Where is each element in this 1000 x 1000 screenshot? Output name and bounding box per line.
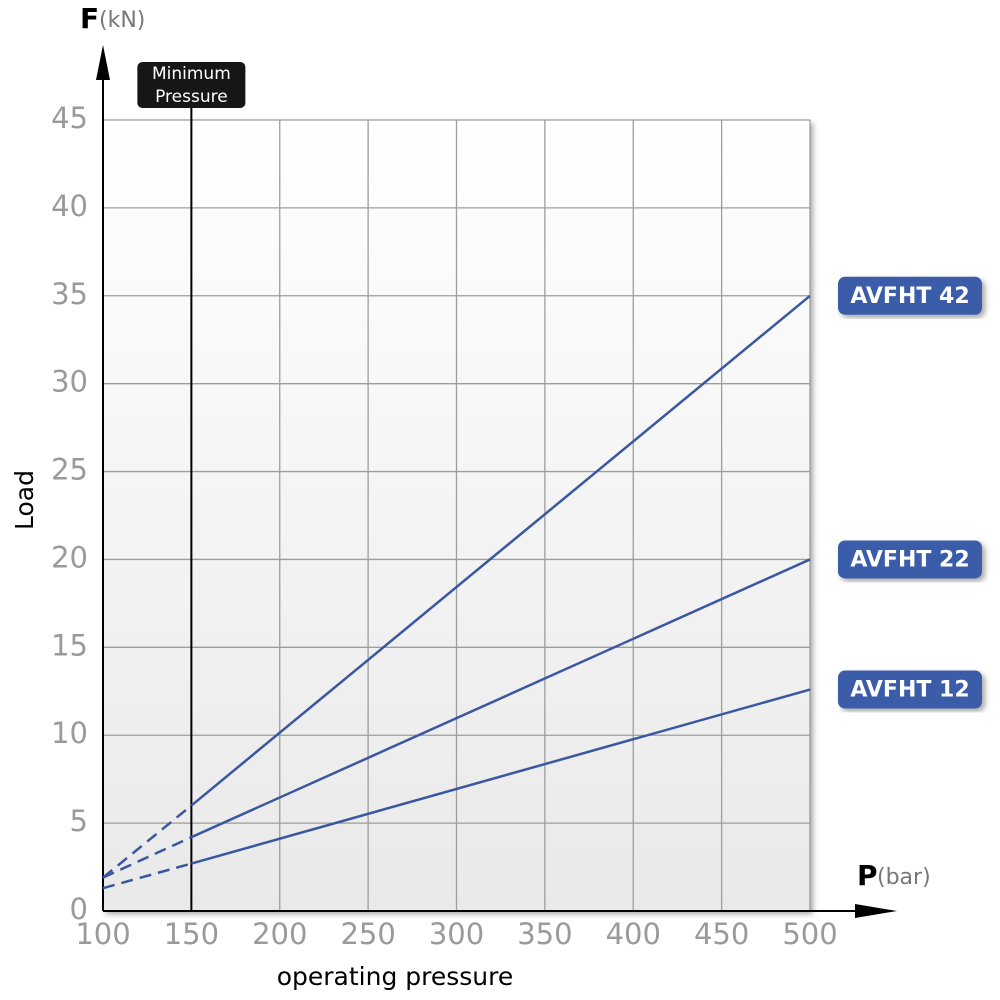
y-tick-label: 5: [70, 804, 88, 838]
legend-box: [838, 670, 982, 709]
legend-label: AVFHT 42: [850, 284, 969, 309]
x-tick-label: 400: [606, 917, 661, 951]
legend-box: [838, 276, 982, 315]
x-tick-label: 300: [429, 917, 484, 951]
line: [190, 294, 811, 807]
y-tick-label: 30: [51, 365, 88, 399]
line: [191, 688, 811, 865]
x-tick-label: 250: [340, 917, 395, 951]
legend-label: AVFHT 22: [850, 547, 969, 572]
x-axis-title: operating pressure: [277, 962, 514, 991]
y-tick-label: 0: [70, 892, 88, 926]
x-tick-label: 150: [164, 917, 219, 951]
y-arrow: [96, 45, 110, 80]
x-arrow: [855, 904, 897, 918]
x-unit: (bar): [877, 865, 931, 890]
y-tick-label: 20: [51, 540, 88, 574]
x-tick-label: 500: [782, 917, 837, 951]
annotation-text: Pressure: [155, 87, 228, 107]
x-tick-label: 100: [75, 917, 130, 951]
annotation-box: [137, 62, 246, 108]
legend-box: [838, 540, 982, 579]
line: [190, 558, 811, 839]
annotation-text: Minimum: [152, 64, 231, 84]
y-symbol: F: [80, 2, 99, 35]
y-tick-label: 10: [51, 716, 88, 750]
x-symbol: P: [857, 859, 878, 892]
line-dashed: [102, 862, 192, 890]
y-tick-label: 15: [51, 628, 88, 662]
y-tick-label: 45: [51, 101, 88, 135]
x-tick-label: 350: [517, 917, 572, 951]
line-dashed: [102, 804, 193, 879]
legend-label: AVFHT 12: [850, 678, 969, 703]
y-axis-title: Load: [10, 470, 39, 530]
x-tick-label: 200: [252, 917, 307, 951]
y-tick-label: 25: [51, 453, 88, 487]
y-tick-label: 35: [51, 277, 88, 311]
line-dashed: [102, 836, 192, 879]
y-tick-label: 40: [51, 189, 88, 223]
y-unit: (kN): [99, 8, 145, 33]
x-tick-label: 450: [694, 917, 749, 951]
